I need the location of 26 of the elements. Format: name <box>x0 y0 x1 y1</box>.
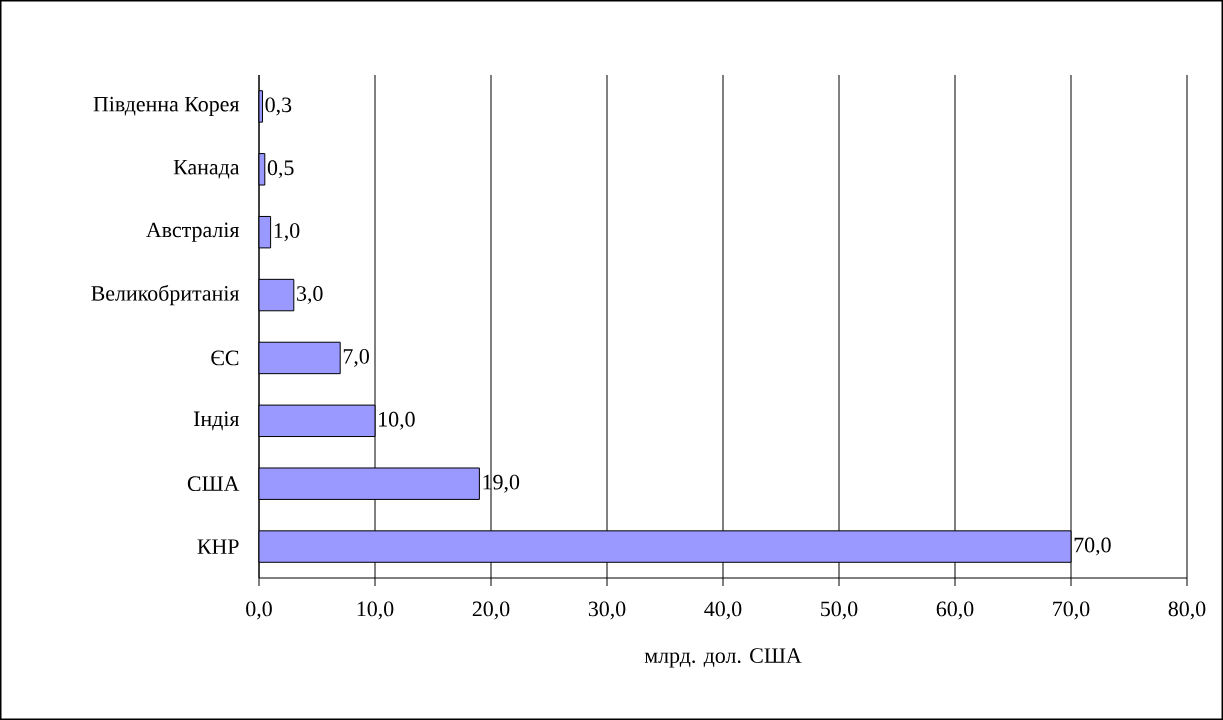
data-label: 3,0 <box>297 286 323 305</box>
data-label: 1,0 <box>274 223 300 242</box>
y-tick-label: Великобританія <box>91 284 240 306</box>
y-tick-label: КНР <box>197 539 239 554</box>
data-label: 0,3 <box>265 97 292 116</box>
data-label: 7,0 <box>343 348 369 367</box>
data-label: 10,0 <box>379 411 415 430</box>
y-tick-label: ЄС <box>211 350 239 366</box>
y-tick-label: Південна Корея <box>93 96 240 117</box>
x-tick-label: 20,0 <box>472 601 510 620</box>
data-label: 0,5 <box>267 160 294 179</box>
y-tick-label: Канада <box>173 160 240 179</box>
x-tick-label: 60,0 <box>936 601 974 620</box>
x-tick-label: 50,0 <box>821 601 858 620</box>
data-label: 70,0 <box>1074 537 1111 556</box>
x-tick-label: 10,0 <box>357 601 394 620</box>
y-tick-label: Індія <box>193 411 240 431</box>
x-tick-label: 0,0 <box>246 601 272 620</box>
x-axis-title: млрд. дол. США <box>644 648 802 668</box>
x-tick-label: 80,0 <box>1168 601 1206 620</box>
y-tick-label: Австралія <box>146 222 240 242</box>
x-tick-label: 70,0 <box>1053 601 1090 620</box>
y-tick-label: США <box>187 476 240 492</box>
x-tick-label: 30,0 <box>588 601 626 620</box>
x-tick-label: 40,0 <box>704 601 742 620</box>
data-label: 19,0 <box>483 474 520 493</box>
